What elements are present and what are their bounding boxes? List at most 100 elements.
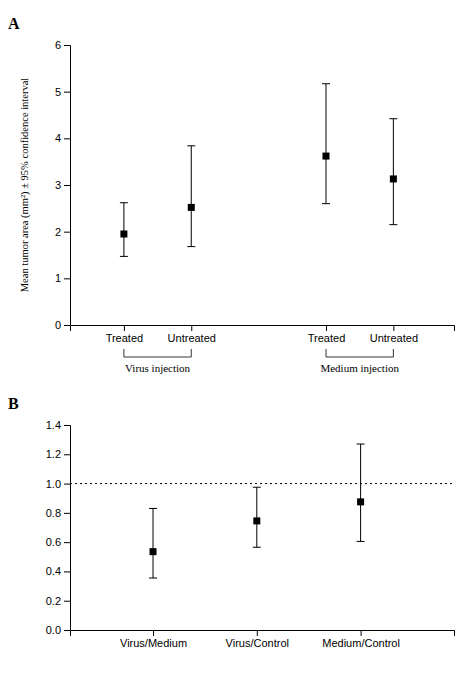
error-bar xyxy=(120,203,128,257)
tick: 0.4 xyxy=(46,565,70,577)
tick-mark xyxy=(64,278,70,279)
group-bracket xyxy=(124,349,191,357)
tick-label: Virus/Control xyxy=(226,637,289,649)
tick-label: Untreated xyxy=(370,332,418,344)
tick-label: Untreated xyxy=(168,332,216,344)
error-bar xyxy=(322,84,330,204)
error-whisker xyxy=(360,444,361,541)
group-label: Medium injection xyxy=(320,362,399,374)
bracket-line xyxy=(124,349,191,357)
error-cap xyxy=(322,83,330,84)
bracket-line xyxy=(326,349,393,357)
tick: 3 xyxy=(55,179,70,191)
tick-mark xyxy=(64,325,70,326)
tick-mark xyxy=(326,325,327,331)
tick: 4 xyxy=(55,132,70,144)
tick: 1 xyxy=(55,272,70,284)
tick-label: 0.2 xyxy=(46,595,61,607)
panel-label: A xyxy=(8,15,20,32)
axis-line xyxy=(71,326,455,332)
tick: 1.0 xyxy=(46,478,70,490)
tick-mark xyxy=(64,571,70,572)
tick-mark xyxy=(64,45,70,46)
error-whisker xyxy=(326,84,327,204)
tick-label: 1.2 xyxy=(46,448,61,460)
tick-mark xyxy=(153,630,154,636)
axis-line xyxy=(64,46,71,326)
tick-label: Treated xyxy=(308,332,346,344)
tick-mark xyxy=(64,232,70,233)
point xyxy=(323,153,330,160)
tick: 0.0 xyxy=(46,624,70,636)
error-bar xyxy=(389,119,397,225)
tick-label: 0 xyxy=(55,319,61,331)
y-axis: 0.00.20.40.60.81.01.21.4 xyxy=(46,419,71,636)
error-whisker xyxy=(191,146,192,247)
axis-line xyxy=(71,631,455,637)
error-cap xyxy=(120,202,128,203)
tick-label: Virus/Medium xyxy=(120,637,187,649)
error-cap xyxy=(357,444,365,445)
plot-area xyxy=(120,84,397,257)
tick: 0 xyxy=(55,319,70,331)
tick: 1.4 xyxy=(46,419,70,431)
tick-label: 6 xyxy=(55,39,61,51)
error-bar xyxy=(187,146,195,247)
tick: 0.2 xyxy=(46,595,70,607)
x-axis: Virus/MediumVirus/ControlMedium/Control xyxy=(71,630,455,649)
point xyxy=(390,175,397,182)
tick-mark xyxy=(64,185,70,186)
tick: 1.2 xyxy=(46,448,70,460)
tick-label: Treated xyxy=(106,332,144,344)
tick-label: 3 xyxy=(55,179,61,191)
tick-mark xyxy=(191,325,192,331)
tick: Untreated xyxy=(168,325,216,344)
error-cap xyxy=(322,203,330,204)
tick: Treated xyxy=(308,325,346,344)
panel: 0123456TreatedUntreatedTreatedUntreatedV… xyxy=(8,15,455,374)
tick-mark xyxy=(64,601,70,602)
tick: 6 xyxy=(55,39,70,51)
point xyxy=(357,498,364,505)
tick-mark xyxy=(64,454,70,455)
y-axis: 0 1 2 3 4 5 6 xyxy=(55,39,71,331)
tick-mark xyxy=(64,513,70,514)
tick-mark xyxy=(64,630,70,631)
error-cap xyxy=(253,487,261,488)
group-bracket xyxy=(326,349,393,357)
error-cap xyxy=(149,578,157,579)
tick: Virus/Medium xyxy=(120,630,187,649)
tick-mark xyxy=(361,630,362,636)
tick-label: 0.0 xyxy=(46,624,61,636)
tick-label: 1.4 xyxy=(46,419,61,431)
tick-mark xyxy=(257,630,258,636)
tick-label: 0.4 xyxy=(46,565,61,577)
error-bar xyxy=(357,444,365,541)
tick-label: 2 xyxy=(55,226,61,238)
tick-mark xyxy=(124,325,125,331)
error-bar xyxy=(253,487,261,547)
figure: 0 1 2 3 4 5 6 Treated Untreated Treated Untreated V… xyxy=(0,0,474,678)
tick: 2 xyxy=(55,226,70,238)
axis-line xyxy=(64,426,71,631)
error-cap xyxy=(149,508,157,509)
tick: 0.8 xyxy=(46,507,70,519)
tick: Untreated xyxy=(370,325,418,344)
panel: 0.00.20.40.60.81.01.21.4Virus/MediumViru… xyxy=(8,395,455,649)
y-axis-title: Mean tumor area (mm²) ± 95% confidence i… xyxy=(19,78,31,293)
tick-mark xyxy=(64,484,70,485)
tick: 5 xyxy=(55,86,70,98)
tick-mark xyxy=(64,425,70,426)
x-axis: Treated Untreated Treated Untreated xyxy=(71,325,455,344)
error-cap xyxy=(187,246,195,247)
tick-mark xyxy=(64,542,70,543)
tick-mark xyxy=(393,325,394,331)
error-cap xyxy=(389,118,397,119)
tick-label: 5 xyxy=(55,86,61,98)
tick-label: 0.8 xyxy=(46,507,61,519)
tick-mark xyxy=(64,92,70,93)
point xyxy=(150,548,157,555)
error-cap xyxy=(187,145,195,146)
error-bar xyxy=(149,508,157,578)
error-whisker xyxy=(153,508,154,578)
